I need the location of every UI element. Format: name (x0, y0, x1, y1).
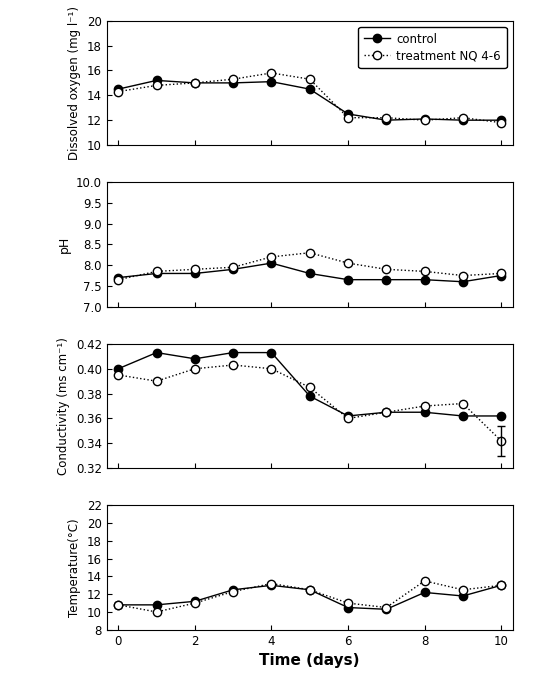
Y-axis label: Conductivity (ms cm⁻¹): Conductivity (ms cm⁻¹) (57, 337, 70, 475)
X-axis label: Time (days): Time (days) (260, 653, 360, 668)
Y-axis label: Temperature(°C): Temperature(°C) (68, 518, 81, 617)
Y-axis label: Dissolved oxygen (mg l⁻¹): Dissolved oxygen (mg l⁻¹) (68, 6, 81, 160)
Legend: control, treatment NQ 4-6: control, treatment NQ 4-6 (358, 27, 507, 68)
Y-axis label: pH: pH (57, 236, 70, 253)
